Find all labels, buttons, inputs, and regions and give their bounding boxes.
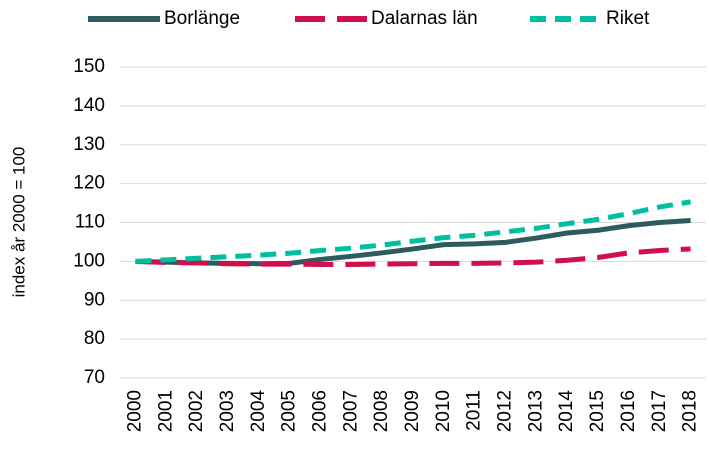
x-tick-label: 2016 <box>618 390 639 432</box>
x-tick-label: 2004 <box>248 390 269 433</box>
x-tick-label: 2014 <box>556 390 577 433</box>
y-tick-label: 130 <box>73 134 105 155</box>
legend-label: Riket <box>606 8 650 29</box>
x-tick-label: 2009 <box>402 390 423 432</box>
x-tick-label: 2015 <box>587 390 608 432</box>
x-tick-label: 2007 <box>340 390 361 432</box>
line <box>135 246 691 267</box>
y-tick-label: 110 <box>75 212 105 233</box>
x-tick-label: 2018 <box>680 390 701 432</box>
x-tick-label: 2008 <box>371 390 392 432</box>
x-tick-label: 2005 <box>279 390 300 432</box>
y-tick-label: 150 <box>73 56 105 77</box>
y-tick-label: 80 <box>84 328 105 349</box>
y-tick-label: 100 <box>73 250 105 271</box>
x-tick-label: 2001 <box>155 390 176 432</box>
x-tick-label: 2006 <box>309 390 330 432</box>
x-tick-label: 2011 <box>464 390 485 431</box>
y-tick-label: 90 <box>84 289 105 310</box>
x-tick-label: 2017 <box>649 390 670 432</box>
y-tick-label: 70 <box>84 367 105 388</box>
x-tick-label: 2003 <box>217 390 238 432</box>
y-tick-label: 120 <box>73 173 105 194</box>
legend-label: Borlänge <box>164 8 240 29</box>
x-tick-label: 2010 <box>433 390 454 432</box>
y-tick-label: 140 <box>73 95 105 116</box>
x-tick-label: 2012 <box>495 390 516 432</box>
x-tick-label: 2000 <box>124 390 145 432</box>
x-tick-label: 2002 <box>186 390 207 432</box>
line <box>135 199 691 264</box>
x-tick-label: 2013 <box>525 390 546 432</box>
legend-label: Dalarnas län <box>371 8 478 29</box>
y-axis-label: index år 2000 = 100 <box>9 147 28 298</box>
